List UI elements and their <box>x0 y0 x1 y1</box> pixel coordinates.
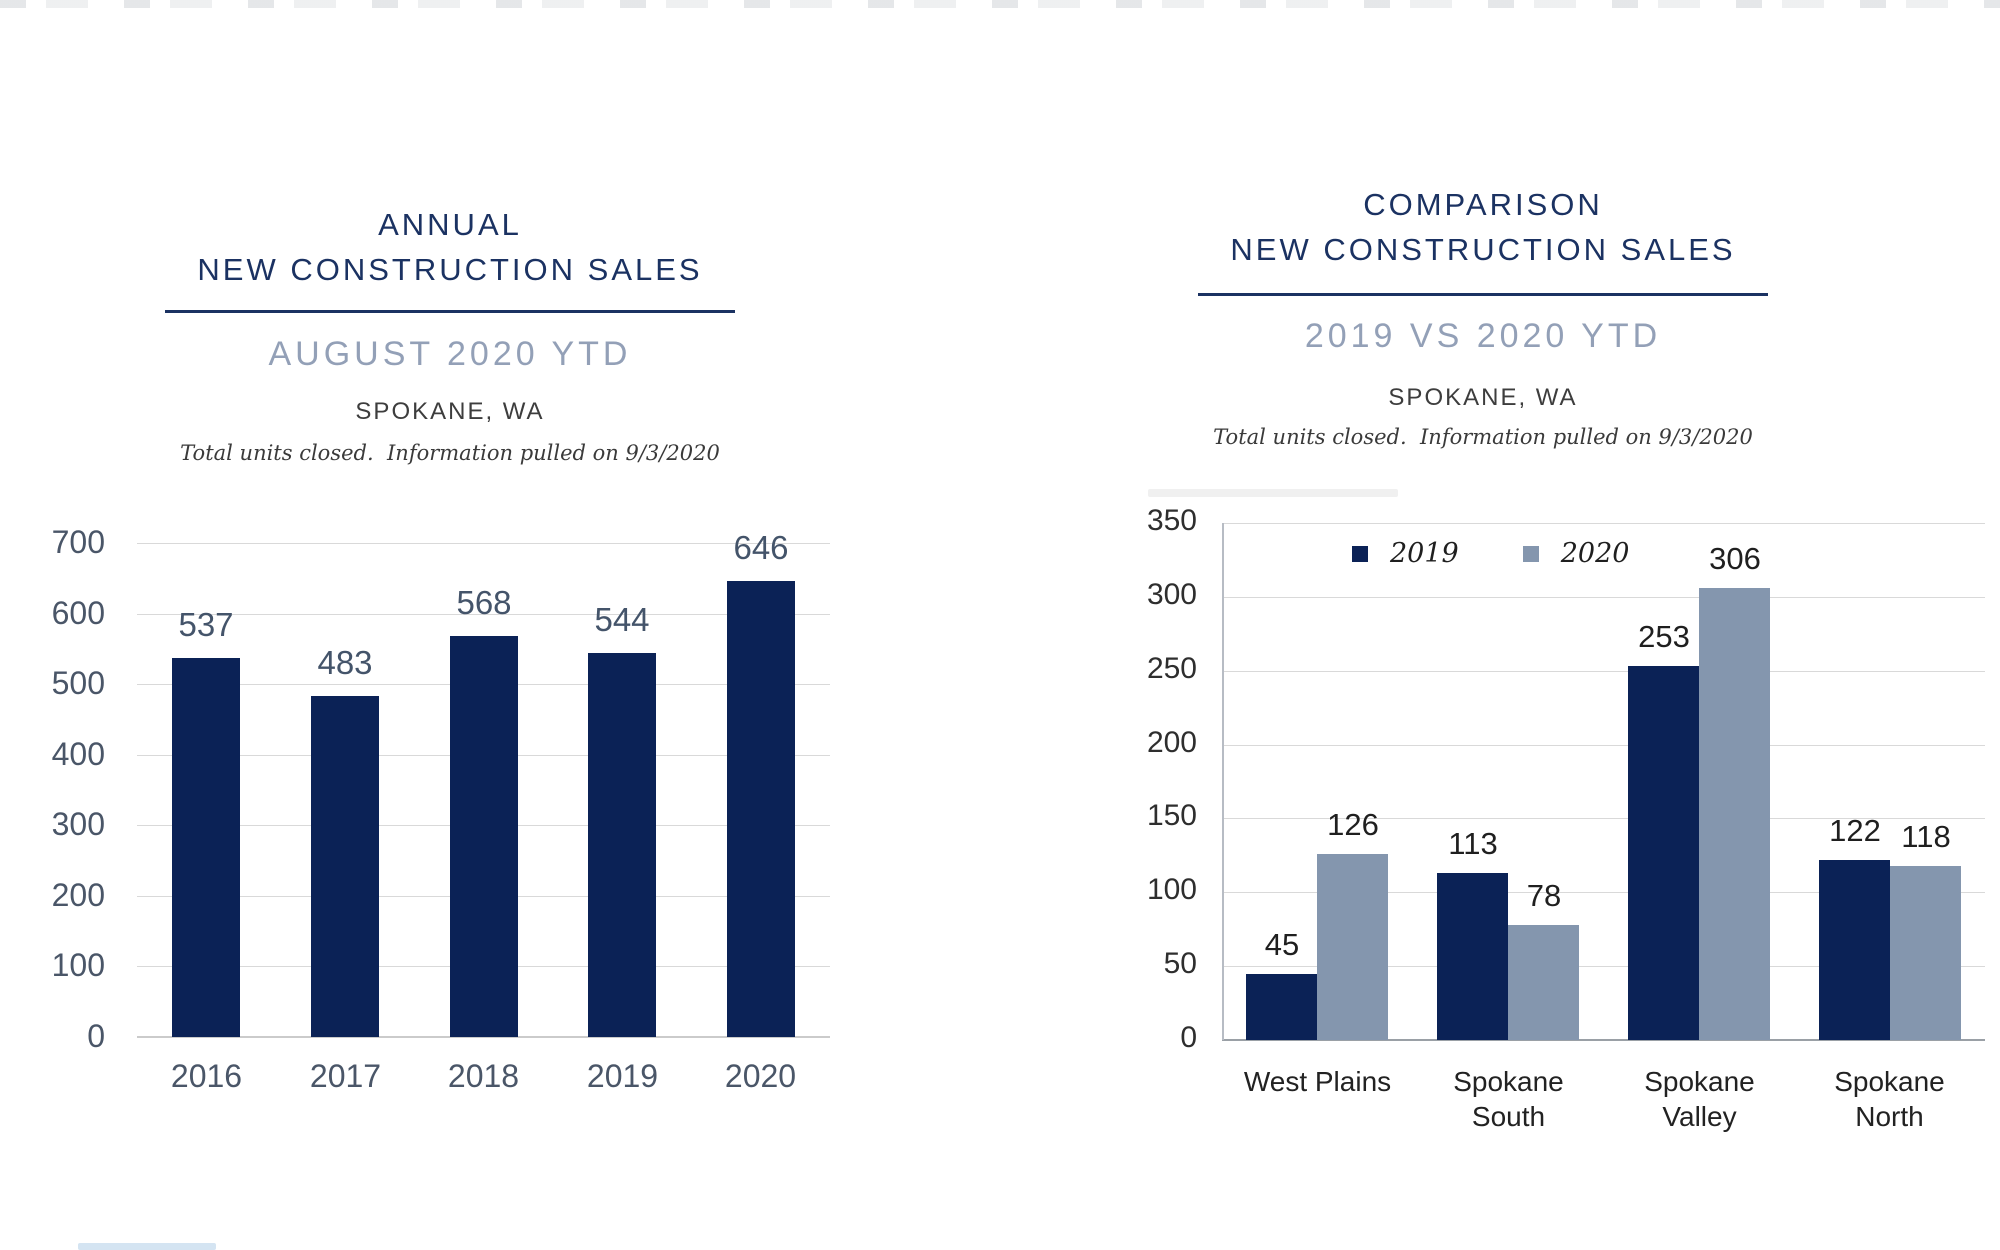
y-axis-tick-label: 50 <box>1163 947 1197 980</box>
y-axis-tick-label: 150 <box>1146 799 1197 832</box>
bar-2020-spokane-south <box>1508 925 1579 1040</box>
render-artifact-smudge <box>1148 489 1398 497</box>
bar-value-label: 544 <box>594 601 650 638</box>
x-axis-category-label: Spokane North <box>1834 1066 1945 1132</box>
gridline <box>1222 745 1985 746</box>
chart-legend: 2019 2020 <box>1352 538 1629 569</box>
y-axis-tick-label: 400 <box>51 736 105 772</box>
bar-value-label: 126 <box>1327 807 1379 842</box>
bar-value-label: 45 <box>1264 927 1300 962</box>
left-chart-title-line2: NEW CONSTRUCTION SALES <box>197 252 703 287</box>
clipped-footer-logo <box>78 1243 216 1250</box>
bar-2020-spokane-north <box>1890 866 1961 1040</box>
legend-label-2019: 2019 <box>1390 538 1459 569</box>
right-chart-title-line1: COMPARISON <box>1363 187 1603 222</box>
bar-2019-spokane-north <box>1819 860 1890 1040</box>
left-chart-location: SPOKANE, WA <box>355 398 545 425</box>
y-axis-tick-label: 100 <box>51 947 105 983</box>
gridline <box>1222 671 1985 672</box>
bar-value-label: 537 <box>178 606 234 643</box>
left-chart-subtitle: AUGUST 2020 YTD <box>268 335 632 373</box>
bar-value-label: 78 <box>1526 878 1562 913</box>
bar-value-label: 646 <box>733 529 789 566</box>
y-axis-tick-label: 0 <box>87 1018 105 1054</box>
gridline <box>137 614 830 615</box>
x-axis-category-label: Spokane South <box>1453 1066 1564 1132</box>
x-axis-line <box>1222 1039 1985 1041</box>
bar-2019-spokane-valley <box>1628 666 1699 1040</box>
right-chart-note: Total units closed. Information pulled o… <box>1213 425 1753 449</box>
y-axis-tick-label: 200 <box>51 877 105 913</box>
gridline <box>137 543 830 544</box>
x-axis-category-label: West Plains <box>1243 1066 1392 1097</box>
left-chart-title: ANNUAL NEW CONSTRUCTION SALES <box>165 202 735 292</box>
y-axis-tick-label: 600 <box>51 595 105 631</box>
left-chart-title-line1: ANNUAL <box>378 207 522 242</box>
gridline <box>1222 597 1985 598</box>
bar-2019 <box>588 653 656 1037</box>
bar-2018 <box>450 636 518 1037</box>
bar-value-label: 113 <box>1448 826 1498 861</box>
bar-value-label: 118 <box>1901 819 1951 854</box>
clipped-footer-strip <box>0 0 2000 8</box>
bar-value-label: 306 <box>1709 541 1761 576</box>
gridline <box>1222 966 1985 967</box>
bar-2016 <box>172 658 240 1037</box>
bar-2019-west-plains <box>1246 974 1317 1040</box>
y-axis-tick-label: 200 <box>1146 726 1197 759</box>
y-axis-tick-label: 250 <box>1146 652 1197 685</box>
gridline <box>1222 523 1985 524</box>
y-axis-tick-label: 0 <box>1180 1021 1197 1054</box>
x-axis-line <box>137 1036 830 1038</box>
bar-2020-west-plains <box>1317 854 1388 1040</box>
bar-value-label: 568 <box>456 584 512 621</box>
right-chart-location: SPOKANE, WA <box>1388 384 1578 411</box>
x-axis-category-label: Spokane Valley <box>1644 1066 1755 1132</box>
legend-swatch-2020 <box>1522 545 1539 562</box>
legend-label-2020: 2020 <box>1560 538 1630 569</box>
bar-value-label: 122 <box>1829 813 1881 848</box>
bar-2020-spokane-valley <box>1699 588 1770 1040</box>
y-axis-tick-label: 100 <box>1146 873 1197 906</box>
right-chart-title: COMPARISON NEW CONSTRUCTION SALES <box>1198 182 1768 272</box>
x-axis-category-label: 2016 <box>170 1058 243 1094</box>
right-title-divider <box>1198 293 1768 296</box>
y-axis-tick-label: 700 <box>51 524 105 560</box>
x-axis-category-label: 2019 <box>586 1058 659 1094</box>
x-axis-category-label: 2017 <box>309 1058 382 1094</box>
y-axis-tick-label: 500 <box>51 665 105 701</box>
legend-swatch-2019 <box>1352 545 1368 562</box>
gridline <box>1222 818 1985 819</box>
gridline <box>1222 892 1985 893</box>
left-title-divider <box>165 310 735 313</box>
right-chart-title-line2: NEW CONSTRUCTION SALES <box>1230 232 1736 267</box>
bar-2017 <box>311 696 379 1037</box>
y-axis-tick-label: 300 <box>1146 578 1197 611</box>
y-axis-line <box>1222 523 1224 1040</box>
bar-2019-spokane-south <box>1437 873 1508 1040</box>
bar-2020 <box>727 581 795 1037</box>
y-axis-tick-label: 350 <box>1146 504 1197 537</box>
bar-value-label: 483 <box>317 644 373 681</box>
x-axis-category-label: 2018 <box>447 1058 520 1094</box>
x-axis-category-label: 2020 <box>724 1058 797 1094</box>
bar-value-label: 253 <box>1638 619 1690 654</box>
left-chart-note: Total units closed. Information pulled o… <box>180 441 720 465</box>
right-chart-subtitle: 2019 VS 2020 YTD <box>1304 317 1662 355</box>
y-axis-tick-label: 300 <box>51 806 105 842</box>
